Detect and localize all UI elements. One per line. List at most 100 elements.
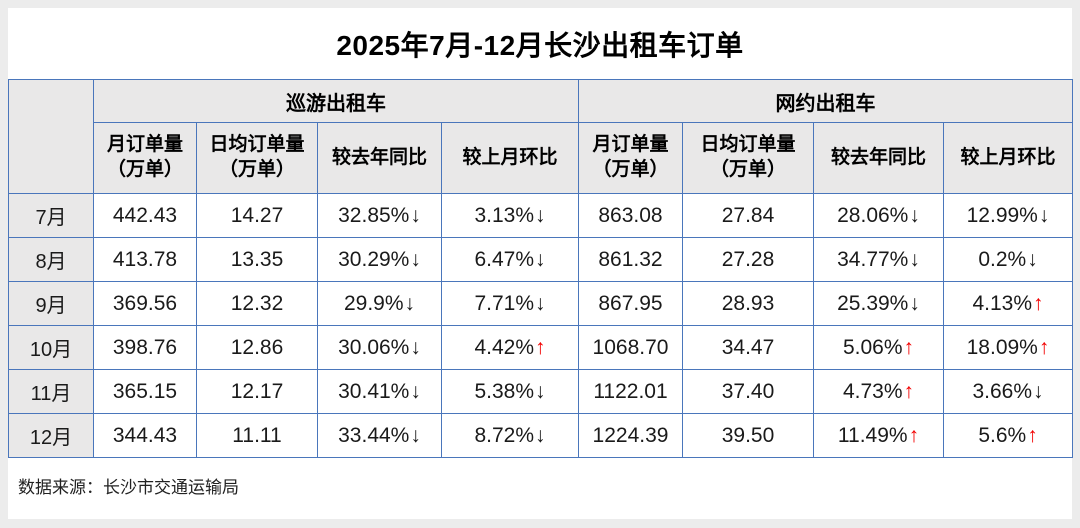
col-header-online-yoy: 较去年同比 (813, 122, 944, 194)
percent-value: 28.06% (837, 203, 909, 227)
percent-value: 3.13% (474, 203, 535, 227)
value-cell: 4.73%↑ (813, 369, 944, 414)
value-cell: 369.56 (93, 281, 197, 326)
value-cell: 28.93 (682, 281, 814, 326)
percent-value: 33.44% (338, 423, 410, 447)
value-cell: 413.78 (93, 237, 197, 282)
value-cell: 18.09%↑ (943, 325, 1073, 370)
up-arrow-icon: ↑ (535, 335, 546, 359)
value-cell: 30.29%↓ (317, 237, 442, 282)
percent-value: 34.77% (837, 247, 909, 271)
month-cell: 11月 (8, 369, 94, 414)
value-cell: 12.86 (196, 325, 318, 370)
up-arrow-icon: ↑ (903, 379, 915, 403)
down-arrow-icon: ↓ (535, 379, 546, 403)
down-arrow-icon: ↓ (909, 247, 920, 271)
down-arrow-icon: ↓ (535, 291, 546, 315)
percent-value: 7.71% (474, 291, 535, 315)
table-row: 12月 344.43 11.11 33.44%↓ 8.72%↓ 1224.39 39.50 1… (8, 413, 1073, 458)
value-cell: 27.28 (682, 237, 814, 282)
down-arrow-icon: ↓ (909, 203, 920, 227)
up-arrow-icon: ↑ (1033, 291, 1044, 315)
value-cell: 33.44%↓ (317, 413, 442, 458)
down-arrow-icon: ↓ (410, 379, 421, 403)
group-header-online: 网约出租车 (578, 79, 1073, 123)
table-row: 8月 413.78 13.35 30.29%↓ 6.47%↓ 861.32 27.28 34.… (8, 237, 1073, 282)
value-cell: 11.11 (196, 413, 318, 458)
value-cell: 5.06%↑ (813, 325, 944, 370)
down-arrow-icon: ↓ (410, 335, 421, 359)
value-cell: 37.40 (682, 369, 814, 414)
col-header-cruise-monthly: 月订单量 （万单） (93, 122, 197, 194)
header-sub-row: 月订单量 （万单） 日均订单量 （万单） 较去年同比 较上月环比 月订单量 （万… (9, 122, 1073, 194)
percent-value: 4.13% (972, 291, 1033, 315)
month-cell: 8月 (8, 237, 94, 282)
down-arrow-icon: ↓ (410, 423, 421, 447)
value-cell: 12.32 (196, 281, 318, 326)
value-cell: 8.72%↓ (441, 413, 579, 458)
taxi-orders-table: 巡游出租车 网约出租车 月订单量 （万单） 日均订单量 （万单） 较去年同比 较… (8, 79, 1073, 458)
value-cell: 0.2%↓ (943, 237, 1073, 282)
up-arrow-icon: ↑ (1027, 423, 1038, 447)
value-cell: 28.06%↓ (813, 193, 944, 238)
value-cell: 5.38%↓ (441, 369, 579, 414)
percent-value: 18.09% (966, 335, 1038, 359)
value-cell: 13.35 (196, 237, 318, 282)
corner-cell (8, 79, 94, 194)
value-cell: 39.50 (682, 413, 814, 458)
percent-value: 5.06% (842, 335, 903, 359)
value-cell: 30.06%↓ (317, 325, 442, 370)
col-header-cruise-yoy: 较去年同比 (317, 122, 442, 194)
value-cell: 3.13%↓ (441, 193, 579, 238)
percent-value: 11.49% (837, 423, 908, 447)
percent-value: 5.38% (474, 379, 535, 403)
value-cell: 7.71%↓ (441, 281, 579, 326)
table-row: 9月 369.56 12.32 29.9%↓ 7.71%↓ 867.95 28.93 25.3… (8, 281, 1073, 326)
percent-value: 6.47% (474, 247, 535, 271)
table-row: 10月 398.76 12.86 30.06%↓ 4.42%↑ 1068.70 34.47 5… (8, 325, 1073, 370)
value-cell: 5.6%↑ (943, 413, 1073, 458)
up-arrow-icon: ↑ (1038, 335, 1050, 359)
group-header-cruise: 巡游出租车 (93, 79, 579, 123)
value-cell: 30.41%↓ (317, 369, 442, 414)
month-cell: 7月 (8, 193, 94, 238)
percent-value: 30.06% (338, 335, 410, 359)
value-cell: 863.08 (578, 193, 683, 238)
month-cell: 9月 (8, 281, 94, 326)
value-cell: 4.42%↑ (441, 325, 579, 370)
header-group-row: 巡游出租车 网约出租车 (8, 79, 1073, 194)
percent-value: 29.9% (343, 291, 404, 315)
down-arrow-icon: ↓ (535, 247, 546, 271)
value-cell: 34.47 (682, 325, 814, 370)
value-cell: 344.43 (93, 413, 197, 458)
value-cell: 1122.01 (578, 369, 683, 414)
percent-value: 3.66% (972, 379, 1033, 403)
percent-value: 0.2% (978, 247, 1027, 271)
down-arrow-icon: ↓ (1027, 247, 1038, 271)
value-cell: 12.99%↓ (943, 193, 1073, 238)
percent-value: 8.72% (474, 423, 535, 447)
value-cell: 398.76 (93, 325, 197, 370)
value-cell: 11.49%↑ (813, 413, 944, 458)
table-row: 7月 442.43 14.27 32.85%↓ 3.13%↓ 863.08 27.84 28.… (8, 193, 1073, 238)
down-arrow-icon: ↓ (404, 291, 416, 315)
table-row: 11月 365.15 12.17 30.41%↓ 5.38%↓ 1122.01 37.40 4… (8, 369, 1073, 414)
down-arrow-icon: ↓ (1033, 379, 1044, 403)
up-arrow-icon: ↑ (908, 423, 920, 447)
value-cell: 1224.39 (578, 413, 683, 458)
data-source-note: 数据来源：长沙市交通运输局 (18, 478, 239, 497)
col-header-cruise-mom: 较上月环比 (441, 122, 579, 194)
col-header-cruise-daily: 日均订单量 （万单） (196, 122, 318, 194)
percent-value: 4.42% (474, 335, 535, 359)
table-body: 7月 442.43 14.27 32.85%↓ 3.13%↓ 863.08 27.84 28.… (8, 193, 1073, 458)
value-cell: 4.13%↑ (943, 281, 1073, 326)
down-arrow-icon: ↓ (535, 423, 546, 447)
percent-value: 4.73% (842, 379, 903, 403)
value-cell: 442.43 (93, 193, 197, 238)
value-cell: 12.17 (196, 369, 318, 414)
percent-value: 30.41% (338, 379, 410, 403)
down-arrow-icon: ↓ (410, 247, 421, 271)
down-arrow-icon: ↓ (535, 203, 546, 227)
value-cell: 32.85%↓ (317, 193, 442, 238)
value-cell: 6.47%↓ (441, 237, 579, 282)
